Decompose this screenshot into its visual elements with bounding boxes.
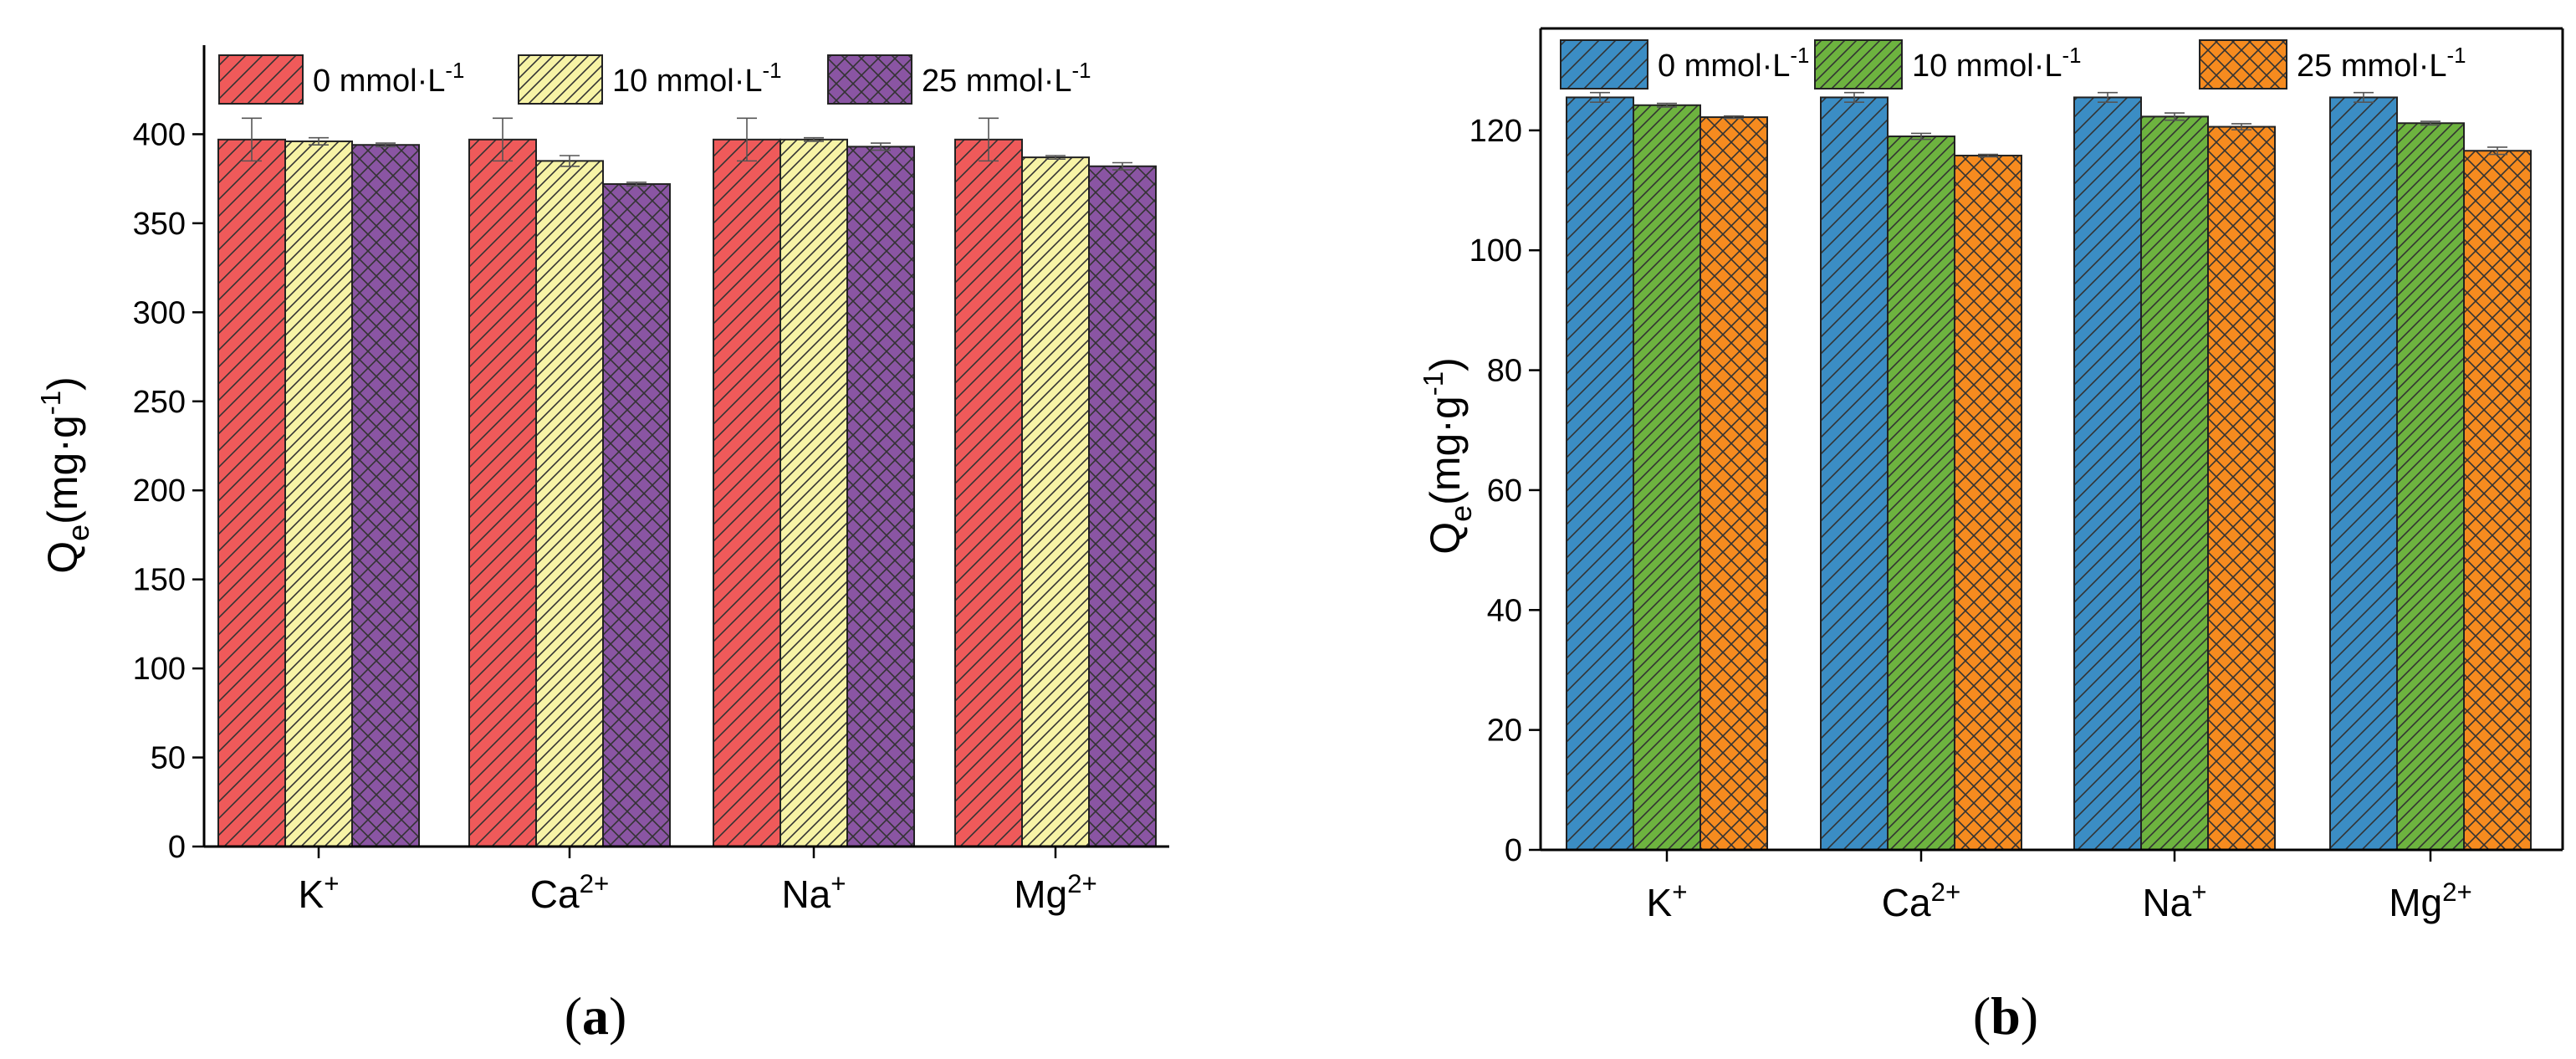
legend-label: 0 mmol·L-1 [313,59,464,99]
legend-swatch [1814,39,1903,90]
y-tick-label: 0 [168,830,186,865]
x-tick-label: K+ [299,869,340,916]
bar [217,138,286,847]
x-tick-label: Na+ [781,869,846,916]
legend-swatch [1560,39,1648,90]
error-bar [2231,123,2251,130]
y-tick-label: 50 [151,741,186,776]
y-axis-label: Qe(mg·g-1) [1418,357,1478,555]
error-bar [2165,112,2185,121]
bar [779,138,848,847]
legend-swatch [827,54,912,105]
error-bar [493,117,513,162]
legend: 0 mmol·L-1 10 mmol·L-1 25 mmol·L-1 [218,54,1091,105]
bar [351,144,420,847]
y-tick-label: 200 [133,473,186,509]
bar [2329,96,2398,851]
y-tick-label: 40 [1487,593,1522,628]
bar [846,146,915,847]
error-bar [2420,120,2441,126]
legend-swatch [218,54,304,105]
legend-label: 10 mmol·L-1 [1912,44,2081,84]
panel-label-b: (b) [1973,986,2038,1046]
bar [2207,125,2276,851]
y-tick-label: 60 [1487,473,1522,509]
error-bar [1657,102,1677,108]
bar [1088,165,1157,847]
y-tick-label: 150 [133,563,186,598]
y-tick-label: 350 [133,207,186,242]
y-tick-label: 0 [1505,833,1522,868]
bar [602,183,671,847]
bar [1021,156,1090,847]
y-tick-label: 20 [1487,714,1522,749]
bar [535,160,604,847]
bar [2140,115,2209,852]
legend-label: 25 mmol·L-1 [2297,44,2466,84]
error-bar [1911,132,1931,141]
error-bar [2487,146,2507,156]
legend-swatch [518,54,603,105]
error-bar [560,155,580,167]
x-tick-label: Ca2+ [530,869,609,916]
bar [284,140,353,847]
y-tick-label: 300 [133,295,186,330]
error-bar [242,117,262,162]
bar [713,138,781,847]
error-bar [1045,155,1066,161]
bar [1887,136,1955,851]
error-bar [1112,161,1132,171]
bars-group [217,117,1157,847]
error-bar [871,142,891,151]
error-bar [737,117,757,162]
error-bar [309,136,329,146]
legend: 0 mmol·L-1 10 mmol·L-1 25 mmol·L-1 [1560,39,2466,90]
y-tick-label: 80 [1487,354,1522,389]
legend-swatch [2199,39,2287,90]
y-tick-label: 400 [133,117,186,152]
error-bar [1844,91,1864,103]
chart-panel-b: 0 20 40 60 80 100 120 K+ Ca2+ Na+ Mg2+ Qe(mg·g-1) 0 … [1418,27,2564,924]
legend-label: 0 mmol·L-1 [1658,44,1809,84]
error-bar [626,182,647,187]
bar [468,138,537,847]
y-axis-label: Qe(mg·g-1) [35,376,95,574]
x-tick-label: Mg2+ [2389,877,2472,924]
panel-label-a: (a) [565,986,627,1046]
bar [2073,96,2142,851]
error-bar [804,136,824,142]
legend-label: 10 mmol·L-1 [612,59,781,99]
bar [1633,104,1701,851]
bar [2463,150,2532,852]
x-tick-label: Na+ [2142,877,2206,924]
y-tick-label: 100 [133,652,186,687]
bar [1699,116,1768,852]
y-tick-label: 250 [133,385,186,420]
y-tick-label: 100 [1469,233,1522,269]
error-bar [1978,153,1998,158]
bar [954,138,1023,847]
y-tick-label: 120 [1469,114,1522,149]
error-bar [2098,91,2118,103]
bar [1566,96,1634,851]
error-bar [2354,91,2374,103]
x-tick-label: Mg2+ [1014,869,1097,916]
bar [2396,122,2465,851]
x-tick-label: K+ [1647,877,1688,924]
x-tick-label: Ca2+ [1882,877,1960,924]
chart-panel-a: 0 50 100 150 200 250 300 350 400 K+ Ca2+ Na+ Mg2+ Qe(… [35,45,1169,916]
legend-label: 25 mmol·L-1 [922,59,1091,99]
error-bar [979,117,999,162]
error-bar [1724,115,1744,120]
bars-group [1566,91,2532,852]
bar [1820,96,1889,851]
bar [1954,154,2022,852]
error-bar [1590,91,1610,103]
error-bar [376,142,396,148]
